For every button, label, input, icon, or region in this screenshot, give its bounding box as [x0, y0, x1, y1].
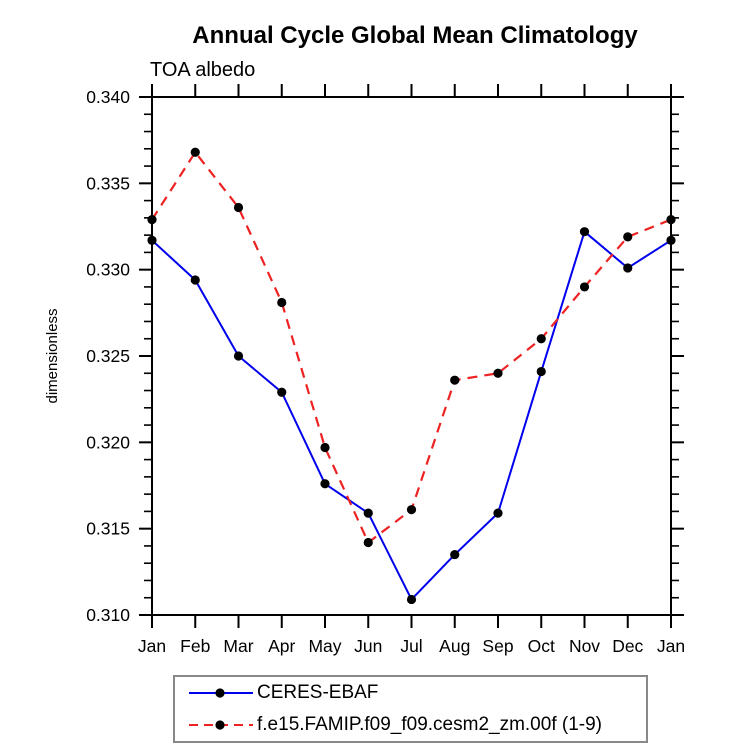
data-point-marker — [190, 147, 200, 157]
data-point-marker — [623, 232, 633, 242]
line-marker-sample-icon — [189, 688, 253, 698]
data-point-marker — [579, 227, 590, 237]
legend: CERES-EBAF f.e15.FAMIP.f09_f09.cesm2_zm.… — [173, 675, 648, 743]
series-line — [151, 151, 672, 544]
y-axis-label: dimensionless — [44, 308, 61, 403]
data-point-marker — [406, 505, 417, 515]
svg-text:Nov: Nov — [569, 636, 600, 656]
svg-text:Mar: Mar — [223, 636, 253, 656]
svg-text:Jul: Jul — [400, 636, 422, 656]
legend-label: CERES-EBAF — [257, 682, 379, 703]
data-point-marker — [493, 508, 503, 518]
data-point-marker — [493, 368, 503, 378]
legend-label: f.e15.FAMIP.f09_f09.cesm2_zm.00f (1-9) — [257, 714, 602, 735]
data-point-marker — [277, 297, 287, 308]
data-point-marker — [406, 594, 417, 605]
data-point-marker — [190, 275, 200, 285]
svg-text:Apr: Apr — [268, 636, 295, 656]
data-point-marker — [450, 375, 460, 385]
data-point-marker — [277, 387, 287, 397]
data-point-marker — [579, 282, 590, 292]
svg-text:0.325: 0.325 — [86, 346, 130, 366]
data-point-marker — [666, 235, 676, 245]
svg-text:Aug: Aug — [439, 636, 470, 656]
data-point-marker — [363, 537, 373, 548]
svg-text:Feb: Feb — [180, 636, 210, 656]
legend-item-famip: f.e15.FAMIP.f09_f09.cesm2_zm.00f (1-9) — [175, 710, 646, 740]
svg-text:Jun: Jun — [354, 636, 382, 656]
data-point-marker — [147, 214, 157, 225]
svg-text:0.335: 0.335 — [86, 173, 130, 193]
data-point-marker — [233, 202, 244, 213]
data-point-marker — [536, 334, 546, 344]
svg-text:May: May — [308, 636, 341, 656]
data-point-marker — [666, 214, 676, 225]
svg-text:Jan: Jan — [138, 636, 166, 656]
chart-title: Annual Cycle Global Mean Climatology — [192, 22, 638, 49]
chart-subtitle: TOA albedo — [150, 59, 256, 81]
svg-text:0.310: 0.310 — [86, 605, 130, 625]
data-point-marker — [320, 479, 330, 489]
data-point-marker — [363, 508, 373, 518]
data-point-marker — [623, 263, 633, 273]
svg-text:Oct: Oct — [528, 636, 555, 656]
data-point-marker — [536, 366, 546, 377]
line-marker-sample-icon — [189, 720, 253, 730]
data-point-marker — [320, 442, 330, 453]
svg-text:0.320: 0.320 — [86, 432, 130, 452]
svg-text:0.315: 0.315 — [86, 519, 130, 539]
svg-text:0.330: 0.330 — [86, 260, 130, 280]
svg-text:Jan: Jan — [657, 636, 685, 656]
svg-text:Dec: Dec — [612, 636, 643, 656]
svg-text:Sep: Sep — [482, 636, 513, 656]
series-line — [151, 230, 672, 601]
data-point-marker — [147, 235, 157, 245]
data-point-marker — [450, 549, 460, 560]
data-point-marker — [233, 351, 244, 361]
svg-text:0.340: 0.340 — [86, 87, 130, 107]
legend-item-ceres-ebaf: CERES-EBAF — [175, 678, 646, 708]
